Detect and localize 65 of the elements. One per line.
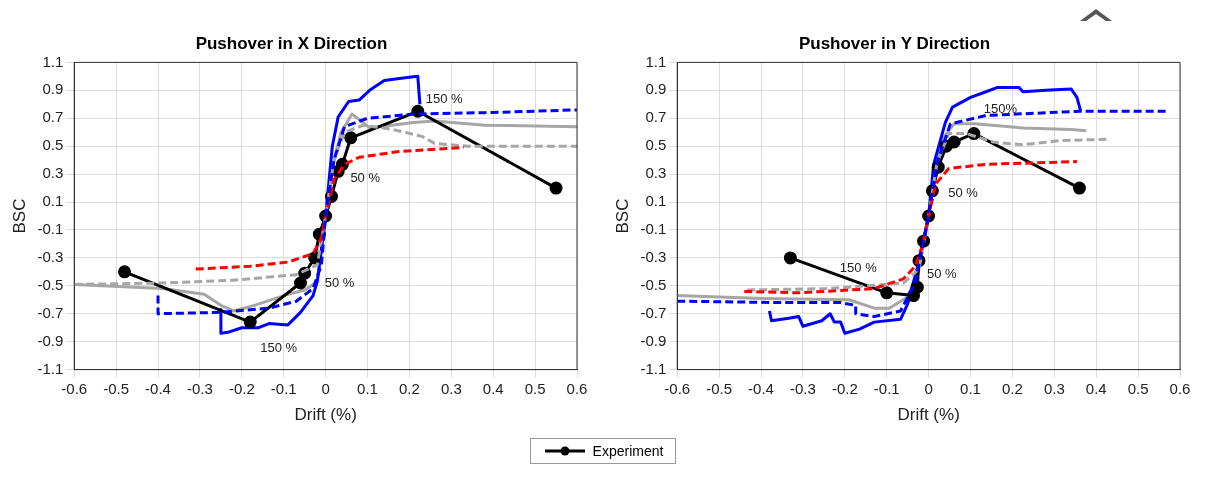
x-axis-title: Drift (%) [294, 405, 357, 425]
annotation: 50 % [324, 275, 355, 291]
y-tick-label: -0.5 [640, 275, 667, 293]
y-axis-title: BSC [9, 198, 29, 234]
annotation: 150 % [839, 260, 878, 276]
annotation: 50 % [948, 184, 979, 200]
y-tick-label: 1.1 [645, 52, 667, 70]
x-tick-label: 0 [321, 379, 330, 397]
x-tick-label: 0.5 [524, 379, 546, 397]
y-tick-label: -0.3 [640, 248, 667, 266]
y-tick-label: -0.7 [37, 303, 64, 321]
x-tick-label: 0.1 [357, 379, 378, 397]
y-tick-label: -0.9 [640, 331, 667, 349]
y-tick-label: -0.1 [640, 220, 667, 238]
y-tick-label: -0.3 [37, 248, 64, 266]
x-tick-label: -0.4 [145, 379, 171, 397]
y-tick-label: 0.9 [645, 80, 667, 98]
y-tick-label: 0.1 [42, 192, 64, 210]
x-tick-label: 0.2 [1001, 379, 1023, 397]
annotation: 50 % [926, 266, 958, 282]
y-tick-label: -1.1 [37, 359, 64, 377]
x-tick-label: -0.5 [706, 379, 733, 397]
x-tick-label: 0.5 [1127, 379, 1149, 397]
x-tick-label: -0.1 [270, 379, 297, 397]
x-tick-label: 0.3 [1043, 379, 1065, 397]
y-axis-title: BSC [612, 198, 632, 234]
y-tick-label: 1.1 [42, 52, 64, 70]
chart-title: Pushover in Y Direction [798, 33, 991, 53]
y-tick-label: -0.5 [37, 275, 64, 293]
y-tick-label: -0.7 [640, 303, 667, 321]
x-tick-label: 0 [924, 379, 933, 397]
x-tick-label: -0.3 [187, 379, 213, 397]
x-tick-label: 0.1 [960, 379, 981, 397]
annotation: 150 % [260, 339, 298, 355]
x-tick-label: 0.6 [1169, 379, 1191, 397]
chart-title: Pushover in X Direction [195, 33, 388, 53]
y-tick-label: 0.7 [42, 108, 64, 126]
annotation: 150 % [425, 90, 464, 106]
annotation: 50 % [350, 169, 381, 185]
x-tick-label: 0.3 [440, 379, 462, 397]
y-tick-label: 0.5 [42, 136, 64, 154]
x-tick-label: 0.2 [398, 379, 420, 397]
x-tick-label: -0.6 [61, 379, 88, 397]
x-tick-label: -0.6 [664, 379, 691, 397]
y-tick-label: 0.7 [645, 108, 667, 126]
y-tick-label: 0.1 [645, 192, 667, 210]
x-tick-label: 0.4 [482, 379, 504, 397]
y-tick-label: 0.3 [645, 164, 667, 182]
y-tick-label: -0.1 [37, 220, 64, 238]
x-tick-label: -0.3 [790, 379, 816, 397]
y-tick-label: 0.5 [645, 136, 667, 154]
x-tick-label: 0.4 [1085, 379, 1107, 397]
y-tick-label: -0.9 [37, 331, 64, 349]
x-tick-label: -0.2 [228, 379, 255, 397]
x-tick-label: -0.4 [748, 379, 774, 397]
x-tick-label: 0.6 [566, 379, 588, 397]
legend-label: Experiment [592, 443, 664, 459]
x-tick-label: -0.2 [831, 379, 858, 397]
x-tick-label: -0.5 [103, 379, 130, 397]
annotation: 150% [983, 101, 1018, 117]
y-tick-label: -1.1 [640, 359, 667, 377]
x-tick-label: -0.1 [873, 379, 900, 397]
y-tick-label: 0.9 [42, 80, 64, 98]
y-tick-label: 0.3 [42, 164, 64, 182]
x-axis-title: Drift (%) [897, 405, 960, 425]
